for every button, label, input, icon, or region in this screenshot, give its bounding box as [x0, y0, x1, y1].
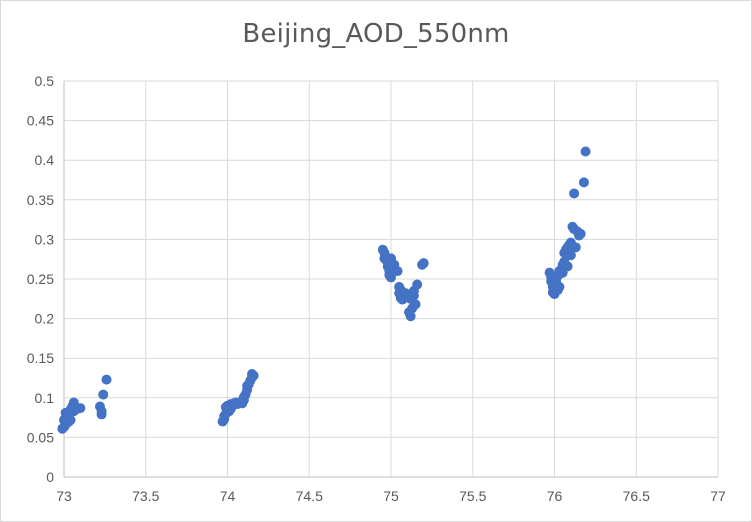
x-tick-label: 74.5 [296, 488, 323, 504]
x-tick-label: 73.5 [132, 488, 159, 504]
y-axis-tick-labels: 0 0.05 0.1 0.15 0.2 0.25 0.3 0.35 0.4 0.45 0.5 [27, 73, 54, 485]
y-tick-label: 0.05 [27, 429, 54, 445]
data-point [570, 242, 581, 253]
data-point [580, 146, 591, 157]
x-tick-label: 75 [383, 488, 399, 504]
y-tick-label: 0 [46, 469, 54, 485]
y-tick-label: 0.15 [27, 350, 54, 366]
y-tick-label: 0.25 [27, 271, 54, 287]
data-point [96, 409, 107, 420]
data-point [248, 370, 259, 381]
data-point [75, 403, 86, 414]
y-tick-label: 0.5 [35, 73, 55, 89]
data-point [98, 389, 109, 400]
x-tick-label: 73 [56, 488, 72, 504]
data-point [65, 414, 76, 425]
y-tick-label: 0.3 [35, 231, 55, 247]
x-tick-label: 74 [220, 488, 236, 504]
data-point [101, 374, 112, 385]
data-point [554, 281, 565, 292]
gridlines [63, 80, 719, 478]
y-tick-label: 0.35 [27, 192, 54, 208]
x-tick-label: 76 [547, 488, 563, 504]
chart-title: Beijing_AOD_550nm [242, 19, 510, 49]
data-point [412, 279, 423, 290]
data-point [565, 250, 576, 261]
data-point [392, 266, 403, 277]
data-points [57, 146, 591, 434]
data-point [405, 311, 416, 322]
y-tick-label: 0.2 [35, 311, 55, 327]
data-point [569, 188, 580, 199]
data-point [410, 299, 421, 310]
x-tick-label: 75.5 [459, 488, 486, 504]
y-tick-label: 0.4 [35, 152, 55, 168]
data-point [578, 177, 589, 188]
data-point [386, 272, 396, 283]
data-point [575, 228, 586, 239]
data-point [418, 258, 429, 269]
data-point [562, 261, 573, 272]
y-tick-label: 0.45 [27, 113, 54, 129]
y-tick-label: 0.1 [35, 390, 55, 406]
x-tick-label: 76.5 [623, 488, 650, 504]
x-tick-label: 77 [710, 488, 726, 504]
x-axis-tick-labels: 73 73.5 74 74.5 75 75.5 76 76.5 77 [56, 488, 726, 504]
